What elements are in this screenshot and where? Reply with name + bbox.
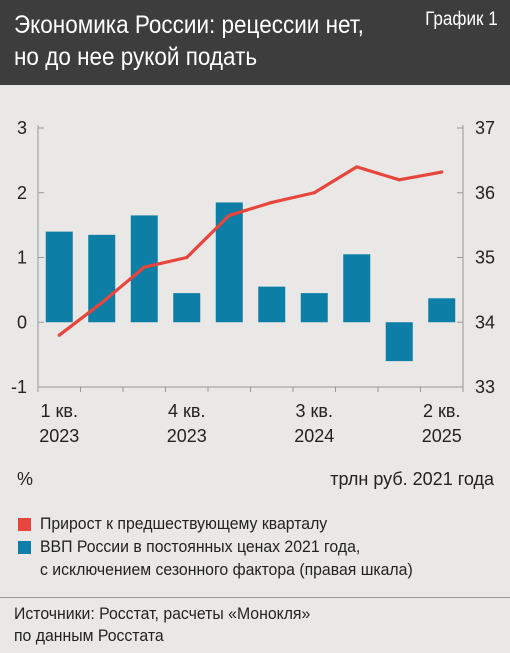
y-left-unit-label: % [17, 469, 33, 489]
series-line [58, 165, 443, 337]
bar [215, 202, 243, 323]
bar [173, 293, 201, 323]
figure-number: График 1 [425, 9, 498, 30]
source-note: Источники: Росстат, расчеты «Монокля» по… [14, 603, 333, 647]
bar [343, 254, 371, 323]
line-point [227, 213, 231, 218]
legend: Прирост к предшествующему кварталу ВВП Р… [18, 512, 498, 581]
right-tick-label: 36 [475, 183, 495, 203]
bar [45, 231, 73, 323]
left-tick-label: 0 [17, 312, 27, 332]
line-point [100, 301, 104, 305]
left-tick-label: 2 [17, 183, 27, 203]
left-tick-label: 1 [17, 248, 27, 268]
left-tick-label: -1 [11, 377, 27, 397]
chart-header: Экономика России: рецессии нет, но до не… [0, 0, 510, 85]
legend-swatch-line [18, 518, 31, 531]
line-point [57, 333, 61, 337]
line-point [312, 191, 316, 195]
x-tick-label: 4 кв. [168, 401, 205, 421]
bar [300, 293, 328, 323]
left-tick-label: 3 [17, 118, 27, 138]
legend-label-bar-line2: с исключением сезонного фактора (правая … [40, 560, 413, 579]
legend-swatch-bar [18, 541, 31, 554]
x-tick-label: 2023 [39, 426, 79, 446]
right-tick-label: 35 [475, 248, 495, 268]
right-tick-label: 34 [475, 312, 495, 332]
legend-label-line: Прирост к предшествующему кварталу [40, 514, 328, 533]
right-tick-label: 37 [475, 118, 495, 138]
source-line2: по данным Росстата [14, 626, 164, 645]
line-point [185, 255, 189, 260]
legend-item-bar: ВВП России в постоянных ценах 2021 года,… [18, 535, 498, 581]
y-right-unit-label: трлн руб. 2021 года [330, 469, 495, 489]
divider [0, 597, 510, 598]
x-tick-label: 3 кв. [296, 401, 333, 421]
chart-title-line1: Экономика России: рецессии нет, [14, 11, 364, 39]
x-tick-label: 2024 [294, 426, 334, 446]
right-tick-label: 33 [475, 377, 495, 397]
legend-item-line: Прирост к предшествующему кварталу [18, 512, 498, 535]
x-tick-label: 2025 [422, 426, 462, 446]
line-point [142, 265, 146, 269]
line-point [397, 178, 401, 182]
bar [385, 322, 413, 362]
x-tick-label: 2 кв. [423, 401, 460, 421]
line-point [270, 200, 274, 205]
bar [258, 286, 286, 323]
source-line1: Источники: Росстат, расчеты «Монокля» [14, 604, 311, 623]
chart-title-line2: но до нее рукой подать [14, 43, 258, 71]
legend-label-bar-line1: ВВП России в постоянных ценах 2021 года, [40, 537, 361, 556]
x-tick-label: 2023 [167, 426, 207, 446]
line-point [440, 170, 444, 174]
chart-title: Экономика России: рецессии нет, но до не… [14, 9, 364, 73]
bar [428, 298, 456, 323]
line-point [355, 165, 359, 169]
x-tick-label: 1 кв. [41, 401, 78, 421]
